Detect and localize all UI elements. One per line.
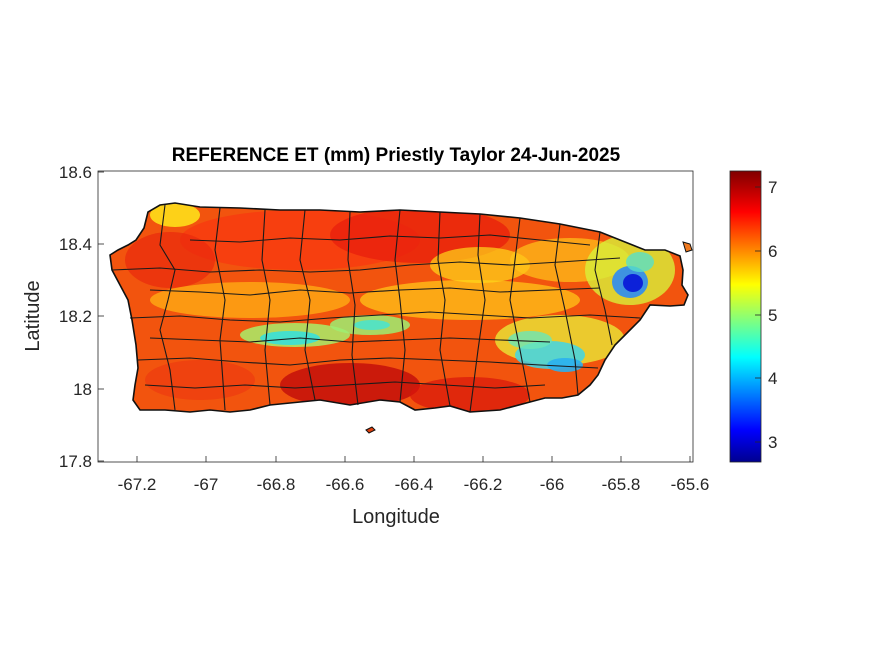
colorbar-tick-label: 4 — [768, 369, 777, 388]
colorbar-ticks — [755, 186, 761, 443]
et-heatmap — [110, 203, 688, 412]
x-axis — [136, 456, 691, 462]
y-axis-label: Latitude — [22, 280, 44, 351]
x-tick-label: -65.8 — [602, 475, 641, 494]
colorbar-tick-label: 6 — [768, 242, 777, 261]
y-tick-label: 17.8 — [59, 452, 92, 471]
y-tick-label: 18.4 — [59, 235, 92, 254]
islet-caja-de-muertos — [365, 426, 376, 434]
x-tick-label: -67 — [194, 475, 219, 494]
x-tick-label: -66.2 — [464, 475, 503, 494]
colorbar-tick-label: 5 — [768, 306, 777, 325]
x-tick-label: -65.6 — [671, 475, 710, 494]
y-tick-label: 18.6 — [59, 163, 92, 182]
x-axis-label: Longitude — [352, 506, 440, 528]
x-tick-label: -66 — [540, 475, 565, 494]
colorbar-tick-label: 7 — [768, 178, 777, 197]
x-tick-label: -66.6 — [326, 475, 365, 494]
x-tick-label: -66.4 — [395, 475, 434, 494]
islet-east — [682, 241, 693, 253]
x-tick-label: -66.8 — [257, 475, 296, 494]
y-tick-label: 18.2 — [59, 307, 92, 326]
y-tick-label: 18 — [73, 380, 92, 399]
chart-title: REFERENCE ET (mm) Priestly Taylor 24-Jun… — [172, 145, 621, 166]
colorbar-tick-label: 3 — [768, 433, 777, 452]
y-axis — [98, 171, 104, 462]
x-tick-label: -67.2 — [118, 475, 157, 494]
municipal-boundaries — [111, 204, 641, 413]
colorbar — [729, 170, 762, 463]
